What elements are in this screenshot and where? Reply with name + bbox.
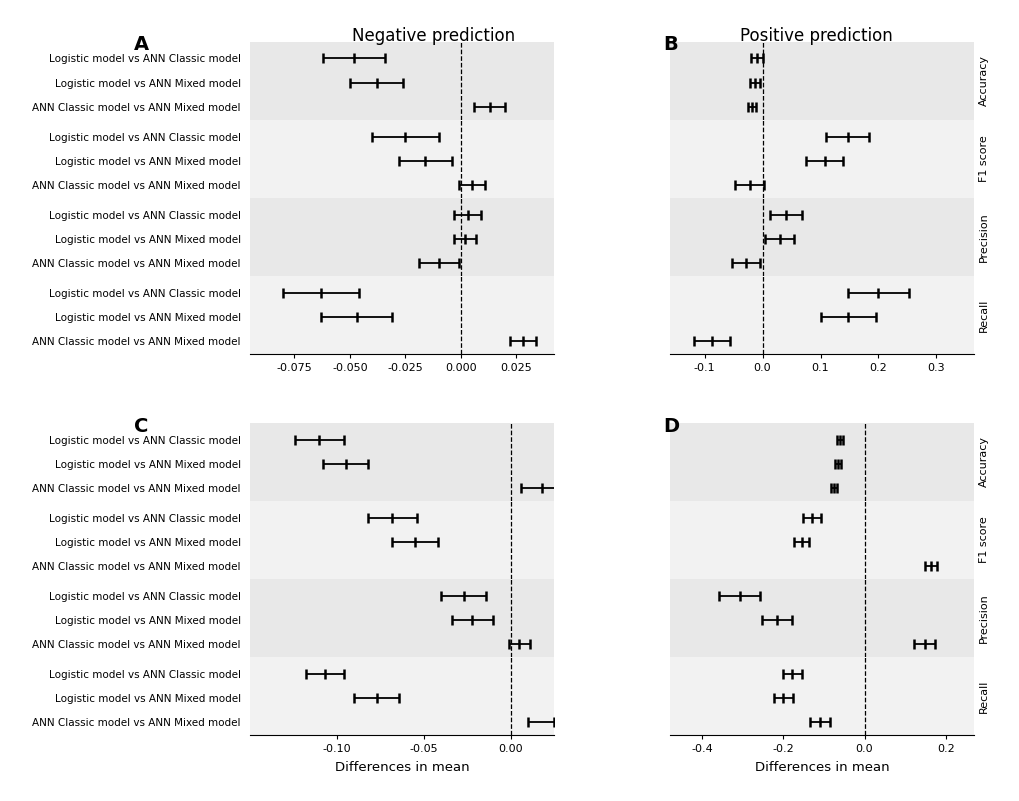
Text: Accuracy: Accuracy xyxy=(977,55,987,107)
Text: C: C xyxy=(135,417,149,436)
X-axis label: Differences in mean: Differences in mean xyxy=(334,761,469,775)
Text: Precision: Precision xyxy=(977,212,987,262)
Text: B: B xyxy=(663,35,678,54)
Text: Accuracy: Accuracy xyxy=(977,437,987,488)
Text: D: D xyxy=(663,417,680,436)
Text: A: A xyxy=(135,35,149,54)
Text: Negative prediction: Negative prediction xyxy=(352,27,515,45)
Text: Recall: Recall xyxy=(977,298,987,332)
Text: Recall: Recall xyxy=(977,679,987,713)
Text: Positive prediction: Positive prediction xyxy=(739,27,892,45)
Text: F1 score: F1 score xyxy=(977,135,987,182)
X-axis label: Differences in mean: Differences in mean xyxy=(754,761,889,775)
Text: Precision: Precision xyxy=(977,594,987,643)
Text: F1 score: F1 score xyxy=(977,517,987,563)
